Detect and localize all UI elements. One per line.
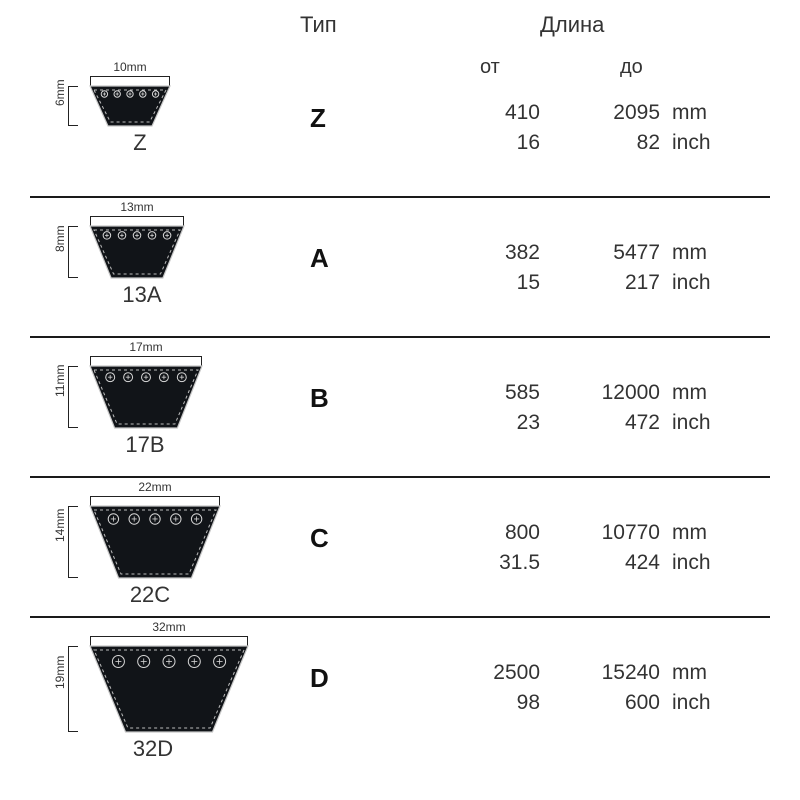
unit-mm: mm xyxy=(660,241,720,265)
length-block: 2500 15240 mm 98 600 inch xyxy=(440,658,780,718)
belt-diagram: 32mm 19mm 32D xyxy=(40,624,230,744)
unit-inch: inch xyxy=(660,271,720,295)
length-from-mm: 410 xyxy=(440,101,540,125)
length-to-inch: 472 xyxy=(540,411,660,435)
dim-height: 11mm xyxy=(53,365,67,397)
belt-rows: 10mm 6mm Z Z 410 2095 mm 16 82 xyxy=(0,58,800,770)
belt-row: 13mm 8mm 13A A 382 5477 mm 15 2 xyxy=(0,198,800,338)
length-from-inch: 98 xyxy=(440,691,540,715)
length-to-inch: 600 xyxy=(540,691,660,715)
unit-mm: mm xyxy=(660,101,720,125)
dim-height: 19mm xyxy=(53,656,67,689)
length-block: 382 5477 mm 15 217 inch xyxy=(440,238,780,298)
dim-width: 17mm xyxy=(90,340,202,354)
length-from-inch: 15 xyxy=(440,271,540,295)
type-letter: A xyxy=(310,243,329,274)
belt-row: 22mm 14mm 22C C 800 10770 mm 31.5 xyxy=(0,478,800,618)
unit-inch: inch xyxy=(660,691,720,715)
length-to-mm: 12000 xyxy=(540,381,660,405)
belt-shape xyxy=(88,504,222,580)
unit-mm: mm xyxy=(660,661,720,685)
belt-label: Z xyxy=(120,130,160,182)
length-to-inch: 82 xyxy=(540,131,660,155)
dim-height: 6mm xyxy=(53,79,67,106)
length-from-inch: 23 xyxy=(440,411,540,435)
header-length: Длина xyxy=(540,12,604,38)
belt-diagram: 17mm 11mm 17B xyxy=(40,344,230,464)
belt-shape xyxy=(88,84,172,128)
length-from-mm: 382 xyxy=(440,241,540,265)
length-block: 800 10770 mm 31.5 424 inch xyxy=(440,518,780,578)
length-to-inch: 424 xyxy=(540,551,660,575)
belt-row: 10mm 6mm Z Z 410 2095 mm 16 82 xyxy=(0,58,800,198)
belt-shape xyxy=(88,644,250,734)
header-type: Тип xyxy=(300,12,337,38)
belt-shape xyxy=(88,364,204,430)
dim-height: 14mm xyxy=(53,509,67,542)
belt-diagram: 22mm 14mm 22C xyxy=(40,484,230,604)
length-block: 410 2095 mm 16 82 inch xyxy=(440,98,780,158)
length-from-mm: 800 xyxy=(440,521,540,545)
belt-label: 32D xyxy=(108,736,198,742)
belt-diagram: 13mm 8mm 13A xyxy=(40,204,230,324)
length-from-inch: 31.5 xyxy=(440,551,540,575)
dim-width: 22mm xyxy=(90,480,220,494)
dim-width: 32mm xyxy=(90,620,248,634)
length-from-mm: 585 xyxy=(440,381,540,405)
belt-row: 32mm 19mm 32D D 2500 15240 mm 98 xyxy=(0,618,800,770)
unit-mm: mm xyxy=(660,381,720,405)
length-to-inch: 217 xyxy=(540,271,660,295)
dim-width: 10mm xyxy=(90,60,170,74)
length-to-mm: 5477 xyxy=(540,241,660,265)
belt-diagram: 10mm 6mm Z xyxy=(40,64,230,184)
type-letter: D xyxy=(310,663,329,694)
belt-shape xyxy=(88,224,186,280)
belt-label: 17B xyxy=(110,432,180,462)
belt-label: 22C xyxy=(110,582,190,602)
unit-inch: inch xyxy=(660,131,720,155)
dim-height: 8mm xyxy=(53,225,67,252)
length-to-mm: 2095 xyxy=(540,101,660,125)
type-letter: B xyxy=(310,383,329,414)
belt-row: 17mm 11mm 17B B 585 12000 mm 23 xyxy=(0,338,800,478)
type-letter: Z xyxy=(310,103,326,134)
length-to-mm: 10770 xyxy=(540,521,660,545)
unit-mm: mm xyxy=(660,521,720,545)
unit-inch: inch xyxy=(660,551,720,575)
length-block: 585 12000 mm 23 472 inch xyxy=(440,378,780,438)
unit-inch: inch xyxy=(660,411,720,435)
length-to-mm: 15240 xyxy=(540,661,660,685)
dim-width: 13mm xyxy=(90,200,184,214)
length-from-inch: 16 xyxy=(440,131,540,155)
length-from-mm: 2500 xyxy=(440,661,540,685)
belt-label: 13A xyxy=(112,282,172,322)
type-letter: C xyxy=(310,523,329,554)
